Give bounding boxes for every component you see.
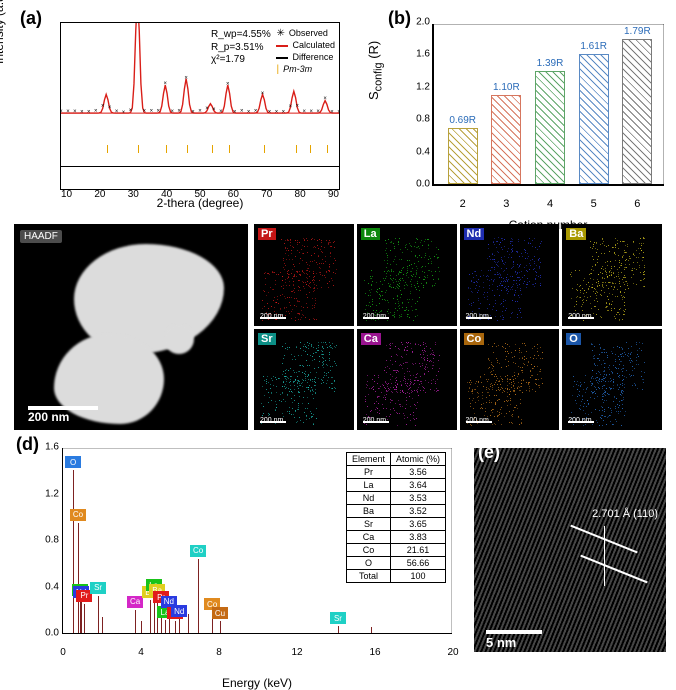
sconfig-plot-area: 0.00.40.81.21.62.0 23456 0.69R1.10R1.39R… [432,24,664,186]
xrd-rp: R_p=3.51% [211,42,271,55]
map-la: La200 nm [357,224,457,326]
svg-text:×: × [303,109,307,115]
xrd-legend-difference: Difference [276,52,335,64]
svg-text:×: × [296,103,300,109]
svg-text:×: × [164,81,168,87]
map-ba: Ba200 nm [562,224,662,326]
eds-plot-area: 0.00.40.81.21.6 048121620 ElementAtomic … [62,448,452,634]
map-grid: Pr200 nmLa200 nmNd200 nmBa200 nm Sr200 nm… [254,224,662,430]
svg-text:×: × [157,109,161,115]
svg-text:×: × [143,109,147,115]
svg-text:×: × [337,109,339,115]
haadf-badge: HAADF [20,230,62,243]
sconfig-bar-4: 1.39R [535,71,565,184]
svg-text:×: × [316,109,320,115]
haadf-scalebar-text: 200 nm [28,410,69,424]
xrd-difference-line [61,166,339,167]
svg-text:×: × [330,109,334,115]
xrd-plot-area: ××××××××××××××××××××××××××××××××××××××××… [60,22,340,190]
svg-text:×: × [289,104,293,110]
svg-text:×: × [73,109,77,115]
svg-text:×: × [309,109,313,115]
xrd-legend-observed: ✳Observed [276,27,335,40]
map-nd: Nd200 nm [460,224,560,326]
sconfig-bar-5: 1.61R [579,54,609,184]
map-sr: Sr200 nm [254,329,354,431]
svg-text:×: × [212,107,216,113]
svg-text:×: × [177,109,181,115]
eds-xlabel: Energy (keV) [62,676,452,690]
hrtem-scalebar-text: 5 nm [486,635,516,650]
map-o: O200 nm [562,329,662,431]
svg-text:×: × [87,109,91,115]
svg-text:×: × [323,96,327,102]
svg-text:×: × [61,109,63,115]
svg-text:×: × [170,109,174,115]
svg-text:×: × [226,82,230,88]
eds-yticks: 0.00.40.81.21.6 [35,448,59,633]
eds-composition-table: ElementAtomic (%)Pr3.56La3.64Nd3.53Ba3.5… [346,452,446,583]
xrd-rwp: R_wp=4.55% [211,29,271,42]
svg-text:×: × [268,109,272,115]
sconfig-panel: Sconfig (R) 0.00.40.81.21.62.0 23456 0.6… [392,14,672,214]
svg-text:×: × [108,105,112,111]
xrd-legend-phase: |Pm-3m [276,63,335,76]
hrtem-scalebar-line [486,630,542,634]
svg-text:×: × [115,109,119,115]
map-co: Co200 nm [460,329,560,431]
sconfig-bar-6: 1.79R [622,39,652,184]
hrtem-panel: 2.701 Å (110) 5 nm [474,448,666,652]
hrtem-spacing-annotation: 2.701 Å (110) [592,508,658,520]
haadf-image: HAADF 200 nm [14,224,248,430]
svg-text:×: × [205,106,209,112]
xrd-chi2: χ²=1.79 [211,54,271,67]
svg-text:×: × [261,91,265,97]
svg-text:×: × [94,109,98,115]
xrd-bragg-ticks [61,143,339,153]
xrd-stats: R_wp=4.55% R_p=3.51% χ²=1.79 [211,29,271,67]
sconfig-ylabel: Sconfig (R) [366,41,385,100]
xrd-panel: Intensity (a.u.) ×××××××××××××××××××××××… [18,14,348,214]
map-ca: Ca200 nm [357,329,457,431]
xrd-legend-calculated: Calculated [276,40,335,52]
elemental-maps-panel: HAADF 200 nm Pr200 nmLa200 nmNd200 nmBa2… [14,224,662,430]
sconfig-yticks: 0.00.40.81.21.62.0 [410,24,430,184]
svg-text:×: × [233,109,237,115]
xrd-ylabel: Intensity (a.u.) [0,0,6,64]
svg-text:×: × [191,109,195,115]
map-pr: Pr200 nm [254,224,354,326]
xrd-xlabel: 2-thera (degree) [60,196,340,210]
svg-text:×: × [101,104,105,110]
svg-text:×: × [80,110,84,116]
hrtem-measure-lines [574,540,644,590]
xrd-legend: ✳Observed Calculated Difference |Pm-3m [276,27,335,76]
eds-panel: Intensity (kCounts) 0.00.40.81.21.6 0481… [14,438,464,672]
svg-text:×: × [219,109,223,115]
panel-label-e: (e) [478,442,500,463]
figure: (a) (b) (c) (d) (e) Intensity (a.u.) ×××… [0,0,676,685]
sconfig-bar-3: 1.10R [491,95,521,184]
sconfig-bar-2: 0.69R [448,128,478,184]
svg-text:×: × [66,109,70,115]
svg-text:×: × [184,75,188,81]
